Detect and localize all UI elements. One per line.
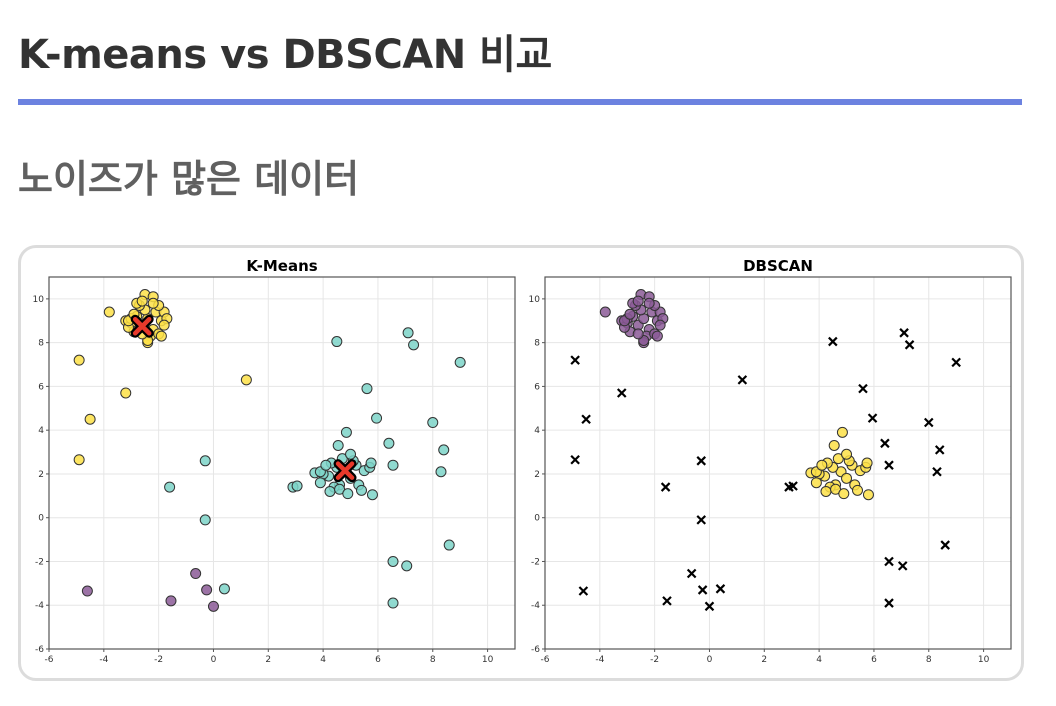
- svg-text:10: 10: [529, 295, 541, 305]
- noise-point-icon: [923, 417, 934, 428]
- svg-text:2: 2: [38, 470, 44, 480]
- svg-text:0: 0: [707, 655, 713, 665]
- plot-title: DBSCAN: [743, 257, 813, 275]
- svg-text:4: 4: [38, 426, 44, 436]
- svg-text:-2: -2: [650, 655, 659, 665]
- svg-text:-6: -6: [35, 645, 44, 655]
- noise-point-icon: [660, 482, 671, 492]
- svg-text:4: 4: [816, 655, 822, 665]
- noise-point-icon: [828, 336, 838, 347]
- svg-text:0: 0: [211, 655, 217, 665]
- svg-text:8: 8: [38, 339, 44, 349]
- svg-text:-2: -2: [35, 557, 44, 567]
- svg-text:10: 10: [978, 655, 990, 665]
- noise-point-icon: [940, 540, 950, 550]
- noise-point-icon: [696, 456, 707, 466]
- series-centroids: [130, 314, 357, 483]
- noise-point-icon: [897, 561, 908, 571]
- noise-point-icon: [904, 340, 915, 350]
- noise-point-icon: [662, 596, 672, 606]
- centroid-icon: [132, 316, 152, 336]
- noise-point-icon: [858, 383, 868, 394]
- svg-text:6: 6: [534, 382, 540, 392]
- noise-point-icon: [616, 388, 627, 398]
- svg-text:-4: -4: [531, 601, 540, 611]
- svg-text:10: 10: [482, 655, 494, 665]
- section-heading: 노이즈가 많은 데이터: [18, 157, 360, 201]
- svg-text:6: 6: [38, 382, 44, 392]
- svg-text:8: 8: [430, 655, 436, 665]
- svg-text:6: 6: [375, 655, 381, 665]
- noise-point-icon: [932, 466, 942, 477]
- series-cluster-0: [599, 289, 669, 349]
- svg-text:10: 10: [33, 295, 45, 305]
- noise-point-icon: [570, 355, 580, 365]
- noise-point-icon: [788, 481, 798, 491]
- svg-text:0: 0: [534, 514, 540, 524]
- svg-text:-4: -4: [35, 601, 44, 611]
- noise-point-icon: [884, 556, 894, 567]
- svg-text:0: 0: [38, 514, 44, 524]
- noise-point-icon: [899, 328, 909, 338]
- svg-text:-2: -2: [531, 557, 540, 567]
- svg-text:2: 2: [265, 655, 271, 665]
- series-cluster-2: [81, 568, 219, 612]
- noise-point-icon: [686, 568, 697, 579]
- noise-point-icon: [581, 414, 591, 425]
- svg-text:8: 8: [926, 655, 932, 665]
- noise-point-icon: [697, 585, 708, 595]
- svg-text:-6: -6: [531, 645, 540, 655]
- noise-point-icon: [704, 601, 715, 612]
- noise-point-icon: [578, 586, 589, 596]
- noise-point-icon: [884, 598, 894, 608]
- noise-point-icon: [880, 438, 890, 449]
- series-cluster-1: [805, 426, 874, 501]
- noise-point-icon: [570, 454, 580, 465]
- noise-point-icon: [867, 413, 878, 423]
- noise-point-icon: [951, 357, 961, 368]
- svg-text:4: 4: [534, 426, 540, 436]
- svg-text:-4: -4: [595, 655, 604, 665]
- plot-title: K-Means: [246, 257, 317, 275]
- noise-point-icon: [715, 584, 726, 594]
- title-underline-divider: [18, 99, 1022, 105]
- scatter-plot-kmeans: -6 -4 -2 0 2 4 6 8 10 -6 -4 -2 0 2 4 6 8 10 K-Means: [33, 257, 516, 665]
- svg-text:8: 8: [534, 339, 540, 349]
- noise-point-icon: [696, 515, 707, 525]
- svg-text:4: 4: [320, 655, 326, 665]
- svg-text:2: 2: [534, 470, 540, 480]
- centroid-icon: [335, 461, 355, 480]
- svg-text:-2: -2: [154, 655, 163, 665]
- noise-point-icon: [934, 445, 945, 455]
- svg-text:6: 6: [871, 655, 877, 665]
- noise-point-icon: [737, 375, 748, 385]
- svg-text:2: 2: [761, 655, 767, 665]
- page-title: K-means vs DBSCAN 비교: [18, 32, 552, 78]
- svg-text:-4: -4: [99, 655, 108, 665]
- noise-point-icon: [884, 460, 894, 470]
- series-noise: [570, 328, 961, 612]
- scatter-plot-dbscan: -6 -4 -2 0 2 4 6 8 10 -6 -4 -2 0 2 4 6 8 10 DBSCAN: [529, 257, 1012, 665]
- svg-text:-6: -6: [541, 655, 550, 665]
- svg-text:-6: -6: [45, 655, 54, 665]
